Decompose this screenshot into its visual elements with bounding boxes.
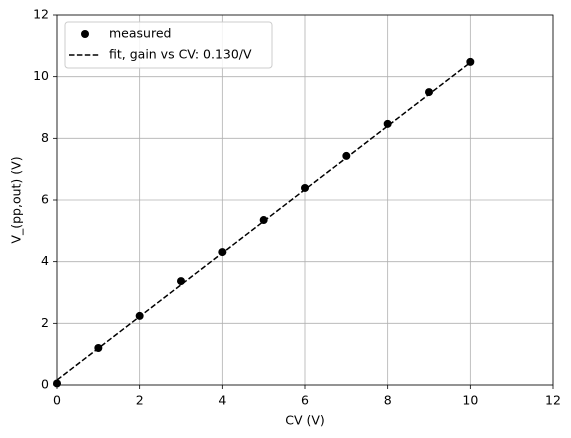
data-point [259,216,268,225]
x-tick-label: 12 [545,393,561,408]
y-tick-label: 4 [41,253,49,268]
x-tick-label: 10 [462,393,478,408]
data-point [342,151,351,160]
y-tick-label: 8 [41,130,49,145]
y-tick-label: 2 [41,315,49,330]
legend-label: measured [109,26,171,41]
y-tick-label: 0 [41,377,49,392]
legend-label: fit, gain vs CV: 0.130/V [109,47,252,62]
data-point [383,119,392,128]
x-tick-label: 4 [218,393,226,408]
data-point [301,183,309,192]
legend-box [64,21,273,69]
x-tick-label: 6 [301,393,309,408]
x-tick-label: 8 [384,393,392,408]
y-tick-label: 12 [33,7,49,22]
data-point [425,88,433,97]
grid [56,14,554,386]
x-tick-label: 0 [53,393,61,408]
legend: measured fit, gain vs CV: 0.130/V [64,21,273,69]
legend-marker [81,30,89,38]
y-axis-label: V_(pp,out) (V) [9,156,24,243]
x-axis-label: CV (V) [285,413,325,428]
y-tick-label: 6 [41,192,49,207]
y-tick-label: 10 [33,68,49,83]
data-point [177,277,185,286]
marks [53,57,475,388]
x-tick-label: 2 [136,393,144,408]
